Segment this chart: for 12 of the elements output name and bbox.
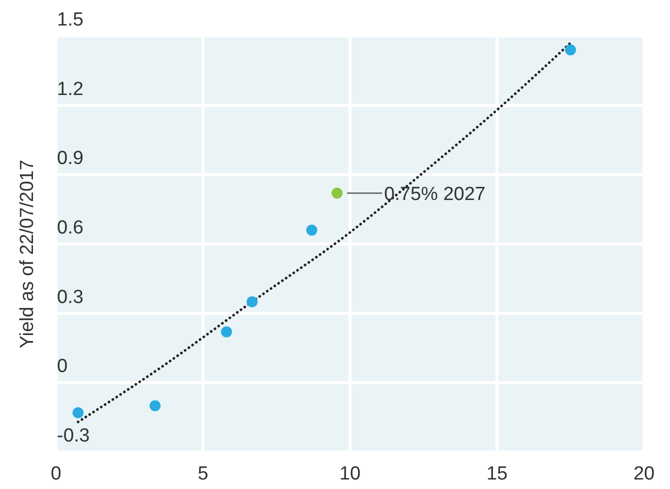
x-tick-label: 5 xyxy=(198,463,208,484)
x-tick-label: 15 xyxy=(486,463,508,484)
y-tick-label: 0.6 xyxy=(57,218,84,239)
x-tick-label: 20 xyxy=(633,463,655,484)
y-tick-label: 1.5 xyxy=(57,10,84,31)
y-tick-label: 0.9 xyxy=(57,148,84,170)
y-axis-title: Yield as of 22/07/2017 xyxy=(17,160,38,348)
y-tick-label: -0.3 xyxy=(57,426,90,447)
x-tick-label: 10 xyxy=(339,463,361,484)
y-tick-label: 1.2 xyxy=(57,78,84,100)
y-tick-label: 0 xyxy=(57,356,68,378)
y-tick-label: 0.3 xyxy=(57,286,84,308)
